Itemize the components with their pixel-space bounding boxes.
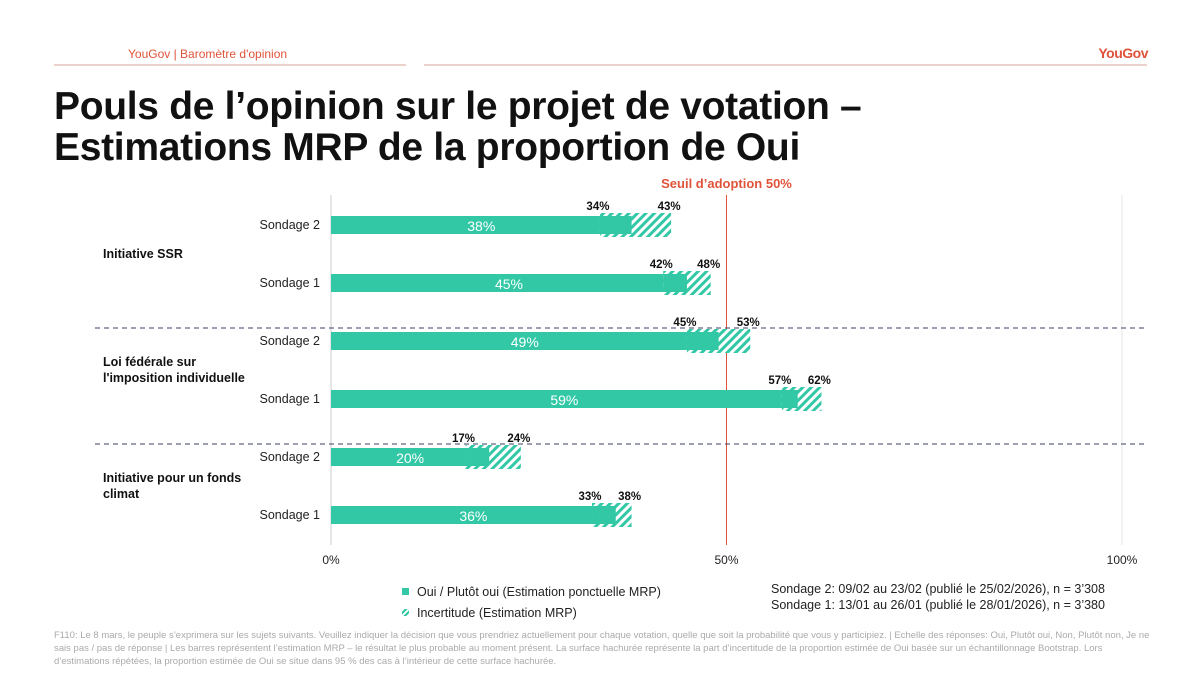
bar-estimate-overlay bbox=[781, 390, 798, 408]
high-label: 53% bbox=[737, 317, 760, 329]
bar-estimate bbox=[331, 274, 687, 292]
bar-estimate bbox=[331, 332, 719, 350]
group-label: Loi fédérale sur l'imposition individuell… bbox=[103, 355, 245, 385]
high-label: 62% bbox=[808, 375, 831, 387]
solid-swatch-icon bbox=[402, 588, 409, 595]
survey-notes: Sondage 2: 09/02 au 23/02 (publié le 25/… bbox=[771, 581, 1105, 613]
group-label: Initiative pour un fonds climat bbox=[103, 471, 241, 501]
bar-estimate bbox=[331, 216, 632, 234]
legend-item-uncertainty: Incertitude (Estimation MRP) bbox=[402, 602, 661, 623]
row-label: Sondage 2 bbox=[260, 334, 321, 348]
x-tick-label: 0% bbox=[322, 553, 340, 567]
title-line-2: Estimations MRP de la proportion de Oui bbox=[54, 126, 800, 169]
row-label: Sondage 1 bbox=[260, 392, 321, 406]
row-label: Sondage 2 bbox=[260, 218, 321, 232]
low-label: 33% bbox=[579, 491, 602, 503]
yougov-logo: YouGov bbox=[1098, 45, 1148, 61]
legend: Oui / Plutôt oui (Estimation ponctuelle … bbox=[402, 581, 661, 623]
high-label: 43% bbox=[658, 201, 681, 213]
bar-estimate-overlay bbox=[465, 448, 490, 466]
bar-estimate bbox=[331, 506, 616, 524]
row-label: Sondage 1 bbox=[260, 276, 321, 290]
bar-estimate-overlay bbox=[663, 274, 687, 292]
bar-estimate-overlay bbox=[599, 216, 632, 234]
header-rule-left bbox=[54, 64, 406, 66]
low-label: 34% bbox=[586, 201, 609, 213]
legend-item-estimate: Oui / Plutôt oui (Estimation ponctuelle … bbox=[402, 581, 661, 602]
footnote: F110: Le 8 mars, le peuple s’exprimera s… bbox=[54, 630, 1150, 667]
low-label: 17% bbox=[452, 433, 475, 445]
low-label: 57% bbox=[768, 375, 791, 387]
bar-estimate-overlay bbox=[592, 506, 616, 524]
bar-value-label: 59% bbox=[550, 392, 578, 408]
high-label: 48% bbox=[697, 259, 720, 271]
bar-estimate-overlay bbox=[686, 332, 719, 350]
x-tick-label: 50% bbox=[714, 553, 738, 567]
note-sondage-1: Sondage 1: 13/01 au 26/01 (publié le 28/… bbox=[771, 598, 1105, 612]
row-label: Sondage 1 bbox=[260, 508, 321, 522]
title-line-1: Pouls de l’opinion sur le projet de vota… bbox=[54, 85, 862, 128]
bar-value-label: 36% bbox=[459, 508, 487, 524]
threshold-label: Seuil d’adoption 50% bbox=[661, 176, 792, 191]
page-title: Pouls de l’opinion sur le projet de vota… bbox=[54, 85, 862, 169]
bar-value-label: 20% bbox=[396, 450, 424, 466]
low-label: 45% bbox=[673, 317, 696, 329]
bar-value-label: 49% bbox=[511, 334, 539, 350]
low-label: 42% bbox=[650, 259, 673, 271]
high-label: 24% bbox=[507, 433, 530, 445]
header-rule-right bbox=[424, 64, 1147, 66]
bar-value-label: 38% bbox=[467, 218, 495, 234]
bar-estimate bbox=[331, 390, 798, 408]
row-label: Sondage 2 bbox=[260, 450, 321, 464]
high-label: 38% bbox=[618, 491, 641, 503]
bar-value-label: 45% bbox=[495, 276, 523, 292]
hatch-swatch-icon bbox=[402, 609, 409, 616]
bar-estimate bbox=[331, 448, 490, 466]
group-label: Initiative SSR bbox=[103, 247, 183, 261]
note-sondage-2: Sondage 2: 09/02 au 23/02 (publié le 25/… bbox=[771, 582, 1105, 596]
x-tick-label: 100% bbox=[1107, 553, 1138, 567]
header-source: YouGov | Baromètre d'opinion bbox=[128, 47, 288, 61]
